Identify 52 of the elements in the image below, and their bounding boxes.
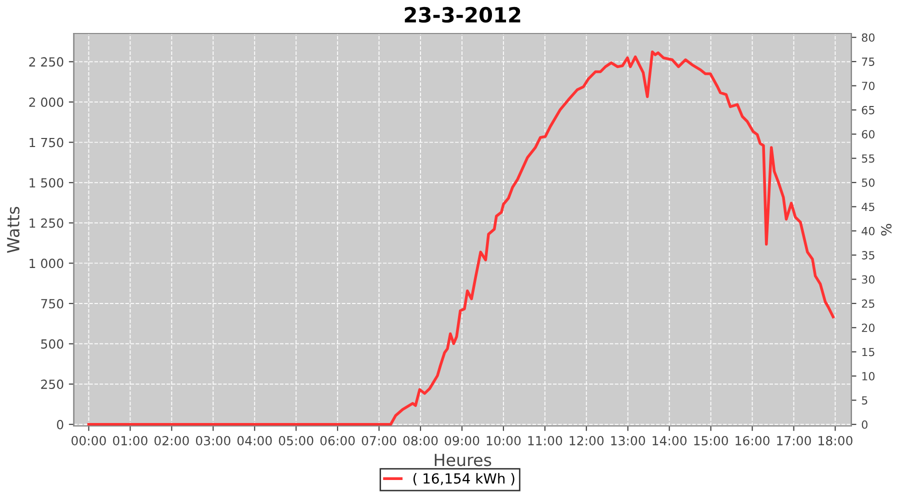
x-tick-label: 17:00: [777, 436, 811, 446]
y-tick-label: 1 000: [30, 258, 64, 268]
x-axis-title: Heures: [434, 454, 492, 466]
y2-tick-label: 55: [862, 154, 874, 163]
y2-tick-label: 65: [862, 106, 874, 114]
x-tick-label: 14:00: [652, 436, 687, 446]
line-series: [87, 50, 835, 426]
x-tick-label: 12:00: [570, 436, 604, 446]
y-axis-title: Watts: [7, 206, 20, 253]
y2-tick-label: 20: [862, 324, 875, 332]
legend-label: ( 16,154 kWh ): [413, 472, 514, 486]
chart-title: 23-3-2012: [404, 6, 520, 23]
y-tick-label: 500: [41, 339, 64, 349]
y2-tick-label: 10: [862, 372, 875, 380]
y-tick-label: 0: [56, 420, 64, 430]
y-tick-label: 2 000: [29, 97, 64, 107]
y2-tick-label: 50: [862, 178, 875, 187]
y2-tick-label: 25: [862, 299, 874, 308]
y2-axis-title: %: [881, 224, 892, 236]
y2-tick-label: 35: [862, 251, 874, 260]
x-tick-label: 15:00: [694, 436, 728, 446]
x-tick-label: 09:00: [444, 436, 480, 446]
y2-tick-label: 5: [862, 396, 868, 405]
x-tick-label: 05:00: [278, 436, 314, 446]
x-tick-label: 13:00: [611, 436, 646, 446]
x-tick-label: 07:00: [362, 436, 396, 446]
x-tick-label: 10:00: [486, 436, 521, 446]
y-tick-label: 750: [41, 298, 64, 308]
y2-tick-label: 15: [862, 348, 874, 356]
x-tick-label: 08:00: [403, 436, 438, 446]
x-tick-label: 18:00: [818, 436, 852, 446]
y2-tick-label: 40: [862, 226, 875, 236]
y-tick-label: 1 250: [30, 218, 64, 228]
y2-tick-label: 70: [862, 82, 875, 90]
y-tick-label: 250: [41, 380, 64, 390]
y2-tick-label: 80: [862, 33, 875, 42]
y2-tick-label: 75: [862, 58, 874, 66]
x-tick-label: 06:00: [320, 436, 355, 446]
y-tick-label: 1 750: [30, 138, 64, 148]
y-tick-label: 2 250: [29, 57, 64, 67]
x-tick-label: 04:00: [237, 436, 272, 446]
y-tick-label: 1 500: [30, 178, 64, 188]
x-tick-label: 03:00: [196, 436, 230, 446]
x-tick-label: 01:00: [113, 436, 148, 446]
y2-tick-label: 0: [862, 420, 868, 429]
x-tick-label: 00:00: [72, 436, 106, 446]
y2-tick-label: 30: [862, 275, 875, 284]
y2-tick-label: 60: [862, 130, 875, 139]
x-tick-label: 16:00: [736, 436, 770, 446]
x-tick-label: 02:00: [154, 436, 189, 446]
x-tick-label: 11:00: [528, 436, 562, 446]
y2-tick-label: 45: [862, 202, 874, 212]
